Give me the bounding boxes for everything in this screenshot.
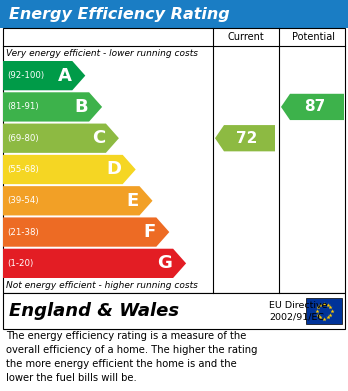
Text: (55-68): (55-68): [7, 165, 39, 174]
Polygon shape: [3, 186, 152, 215]
Text: (69-80): (69-80): [7, 134, 39, 143]
Polygon shape: [3, 124, 119, 153]
Text: (21-38): (21-38): [7, 228, 39, 237]
Text: D: D: [107, 160, 122, 179]
Text: (39-54): (39-54): [7, 196, 39, 205]
Polygon shape: [3, 61, 85, 90]
Text: Very energy efficient - lower running costs: Very energy efficient - lower running co…: [6, 48, 198, 57]
Text: G: G: [157, 255, 172, 273]
Bar: [3, 293, 345, 329]
Text: F: F: [143, 223, 155, 241]
Text: (92-100): (92-100): [7, 71, 44, 80]
Text: A: A: [57, 66, 71, 84]
Polygon shape: [3, 217, 169, 247]
Text: The energy efficiency rating is a measure of the
overall efficiency of a home. T: The energy efficiency rating is a measur…: [6, 331, 258, 383]
Text: Energy Efficiency Rating: Energy Efficiency Rating: [9, 7, 230, 22]
Text: EU Directive: EU Directive: [269, 301, 327, 310]
Polygon shape: [281, 94, 344, 120]
Text: Not energy efficient - higher running costs: Not energy efficient - higher running co…: [6, 282, 198, 291]
Text: England & Wales: England & Wales: [9, 302, 179, 320]
Bar: [306, 298, 342, 324]
Text: 72: 72: [236, 131, 258, 146]
Text: 87: 87: [304, 99, 325, 115]
Polygon shape: [215, 125, 275, 151]
Bar: [0, 0, 348, 28]
Text: 2002/91/EC: 2002/91/EC: [269, 313, 324, 322]
Text: (81-91): (81-91): [7, 102, 39, 111]
Text: E: E: [126, 192, 139, 210]
Text: C: C: [92, 129, 105, 147]
Polygon shape: [3, 155, 136, 184]
Text: B: B: [74, 98, 88, 116]
Bar: [3, 28, 345, 293]
Text: Current: Current: [228, 32, 264, 42]
Text: (1-20): (1-20): [7, 259, 33, 268]
Text: Potential: Potential: [292, 32, 335, 42]
Polygon shape: [3, 249, 186, 278]
Polygon shape: [3, 92, 102, 122]
